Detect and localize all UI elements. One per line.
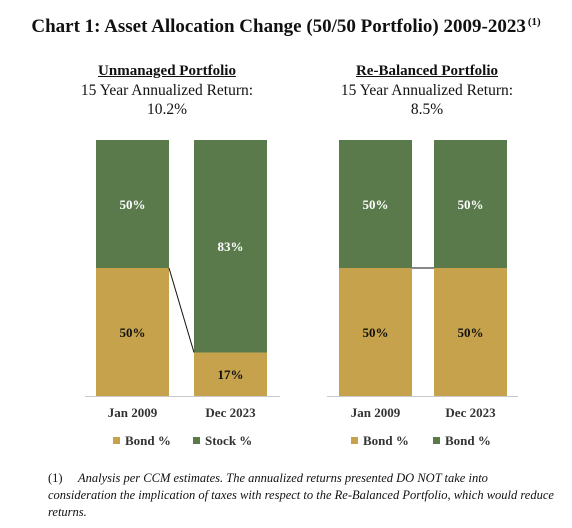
chart1-legend-swatch: [433, 437, 440, 444]
left-panel-header: Unmanaged Portfolio 15 Year Annualized R…: [47, 62, 287, 119]
chart1-bar-bottom-0: [339, 268, 412, 396]
chart0-legend-label: Bond %: [125, 433, 171, 448]
title-footnote-marker: (1): [527, 16, 541, 28]
chart1-bar-top-0: [339, 140, 412, 268]
chart1-category-label: Jan 2009: [351, 405, 401, 420]
left-panel-title: Unmanaged Portfolio: [98, 63, 236, 79]
footnote-text: Analysis per CCM estimates. The annualiz…: [48, 471, 554, 519]
chart0-bar-top-1: [194, 140, 267, 353]
footnote: (1) Analysis per CCM estimates. The annu…: [48, 470, 558, 521]
chart0-data-label: 50%: [120, 197, 146, 212]
chart0-legend-label: Stock %: [205, 433, 252, 448]
chart1-data-label: 50%: [363, 325, 389, 340]
chart1-data-label: 50%: [363, 197, 389, 212]
chart-title: Chart 1: Asset Allocation Change (50/50 …: [0, 16, 572, 38]
chart0-data-label: 83%: [218, 239, 244, 254]
chart0-category-label: Dec 2023: [205, 405, 256, 420]
left-panel-subtitle: 15 Year Annualized Return:: [80, 82, 254, 99]
right-panel-header: Re-Balanced Portfolio 15 Year Annualized…: [307, 62, 547, 119]
chart1-data-label: 50%: [458, 197, 484, 212]
right-panel-subtitle: 15 Year Annualized Return:: [340, 82, 514, 99]
chart0-legend-swatch: [193, 437, 200, 444]
chart1-data-label: 50%: [458, 325, 484, 340]
chart1-category-label: Dec 2023: [445, 405, 496, 420]
chart1-legend-swatch: [351, 437, 358, 444]
chart0-bar-bottom-1: [194, 352, 267, 396]
chart0-data-label: 50%: [120, 325, 146, 340]
right-panel-return: 8.5%: [410, 101, 444, 118]
footnote-number: (1): [48, 471, 63, 485]
chart0-data-label: 17%: [218, 367, 244, 382]
chart1-bar-bottom-1: [434, 268, 507, 396]
chart0-bar-top-0: [96, 140, 169, 268]
chart1-legend-label: Bond %: [363, 433, 409, 448]
chart-title-text: Chart 1: Asset Allocation Change (50/50 …: [31, 16, 526, 37]
chart1-legend-label: Bond %: [445, 433, 491, 448]
chart0-legend-swatch: [113, 437, 120, 444]
left-panel-return: 10.2%: [146, 101, 188, 118]
right-panel-title: Re-Balanced Portfolio: [355, 63, 499, 79]
chart0-category-label: Jan 2009: [108, 405, 158, 420]
chart0-connector-line: [168, 267, 195, 353]
chart1-bar-top-1: [434, 140, 507, 268]
chart0-bar-bottom-0: [96, 268, 169, 396]
